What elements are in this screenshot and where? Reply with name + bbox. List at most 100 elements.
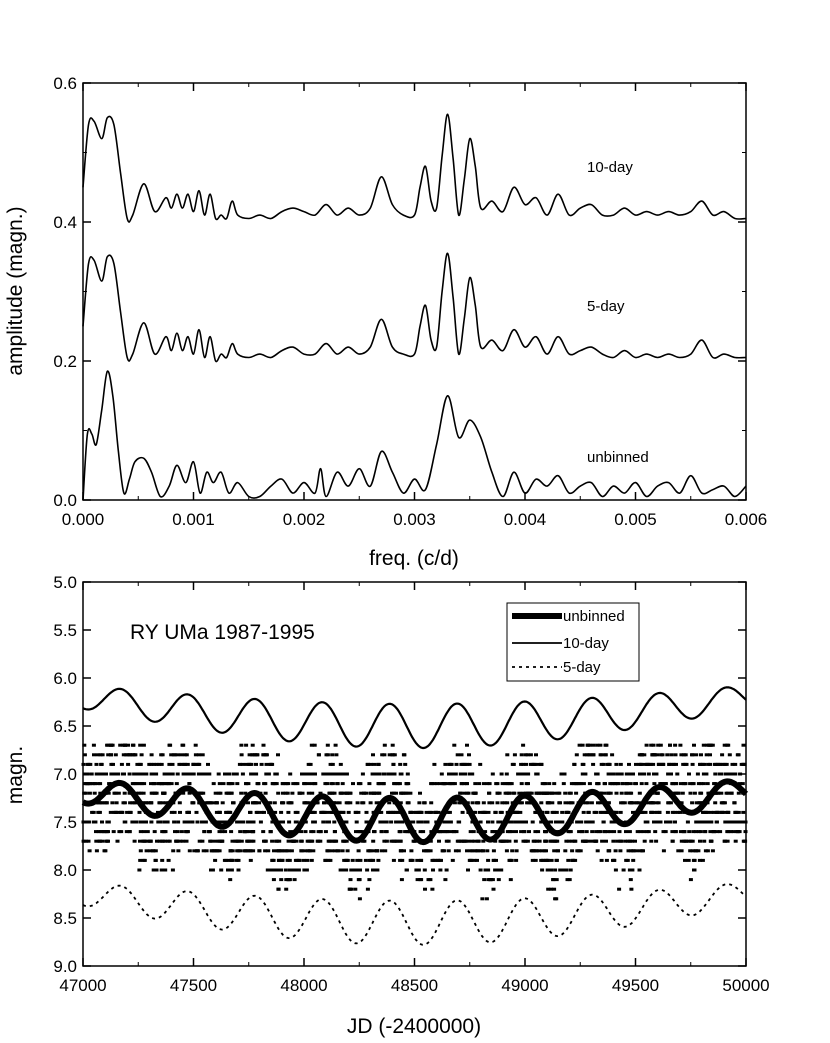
scatter-dot [89, 772, 94, 776]
scatter-dot [640, 810, 644, 814]
scatter-dot [328, 791, 332, 795]
scatter-dot [246, 820, 251, 824]
scatter-dot [166, 839, 170, 843]
scatter-dot [433, 810, 438, 814]
scatter-dot [628, 849, 633, 853]
scatter-dot [255, 753, 259, 757]
scatter-dot [439, 858, 443, 862]
scatter-dot [209, 849, 214, 853]
scatter-dot [393, 810, 398, 814]
scatter-dot [160, 858, 165, 862]
scatter-dot [92, 753, 96, 757]
scatter-dot [591, 743, 596, 747]
scatter-dot [518, 810, 523, 814]
scatter-dot [580, 762, 585, 766]
scatter-dot [305, 839, 310, 843]
scatter-dot [363, 858, 368, 862]
scatter-dot [338, 762, 343, 766]
scatter-dot [285, 858, 290, 862]
scatter-dot [312, 743, 317, 747]
scatter-dot [675, 810, 680, 814]
scatter-dot [595, 772, 600, 776]
scatter-dot [595, 849, 600, 853]
scatter-dot [355, 858, 360, 862]
scatter-dot [491, 887, 496, 891]
scatter-dot [387, 753, 392, 757]
scatter-dot [577, 820, 582, 824]
scatter-dot [91, 810, 96, 814]
scatter-dot [554, 878, 559, 882]
scatter-dot [741, 810, 746, 814]
scatter-dot [149, 820, 154, 824]
scatter-dot [306, 849, 310, 853]
scatter-dot [599, 762, 604, 766]
scatter-dot [676, 849, 681, 853]
scatter-dot [683, 753, 688, 757]
scatter-dot [619, 772, 624, 776]
scatter-dot [507, 858, 512, 862]
scatter-dot [158, 820, 163, 824]
scatter-dot [510, 762, 515, 766]
scatter-dot [544, 830, 549, 834]
scatter-dot [652, 810, 657, 814]
scatter-dot [490, 772, 495, 776]
scatter-dot [389, 820, 394, 824]
scatter-dot [564, 810, 569, 814]
bottom-ylabel: magn. [4, 746, 27, 804]
scatter-dot [302, 849, 307, 853]
scatter-dot [313, 782, 318, 786]
scatter-dot [193, 753, 198, 757]
scatter-dot [302, 772, 307, 776]
scatter-dot [603, 743, 608, 747]
top-ytick-label-2: 0.4 [53, 213, 77, 232]
scatter-dot [478, 820, 483, 824]
scatter-dot [261, 830, 266, 834]
scatter-dot [715, 810, 720, 814]
scatter-dot [563, 801, 568, 805]
scatter-dot [705, 849, 710, 853]
scatter-dot [553, 868, 558, 872]
scatter-dot [280, 849, 285, 853]
scatter-dot [201, 791, 206, 795]
scatter-dot [468, 830, 473, 834]
scatter-dot [409, 849, 414, 853]
scatter-dot [160, 830, 165, 834]
bottom-xtick-label-6: 50000 [722, 976, 769, 995]
scatter-dot [144, 849, 149, 853]
scatter-dot [263, 849, 268, 853]
scatter-dot [228, 782, 233, 786]
top-curve-10-day [82, 113, 747, 223]
scatter-dot [360, 772, 365, 776]
scatter-dot [270, 839, 275, 843]
scatter-dot [295, 782, 300, 786]
scatter-dot [401, 791, 406, 795]
scatter-dot [684, 762, 689, 766]
scatter-dot [452, 782, 457, 786]
scatter-dot [250, 830, 255, 834]
scatter-dot [338, 868, 343, 872]
scatter-dot [404, 868, 409, 872]
scatter-dot [545, 801, 550, 805]
scatter-dot [670, 762, 675, 766]
scatter-dot [252, 801, 257, 805]
scatter-dot [169, 782, 174, 786]
scatter-dot [253, 772, 258, 776]
scatter-dot [399, 849, 404, 853]
scatter-dot [204, 801, 209, 805]
scatter-dot [690, 839, 695, 843]
scatter-dot [521, 743, 526, 747]
bottom-curve-10-day [82, 686, 747, 750]
scatter-dot [419, 858, 423, 862]
scatter-dot [692, 858, 697, 862]
bottom-curves [81, 686, 749, 946]
scatter-dot [618, 762, 623, 766]
scatter-dot [649, 839, 654, 843]
scatter-dot [210, 801, 215, 805]
scatter-dot [372, 762, 377, 766]
scatter-dot [664, 820, 668, 824]
bottom-ytick-label-8: 9.0 [53, 957, 77, 976]
scatter-dot [376, 762, 381, 766]
scatter-dot [106, 830, 110, 834]
scatter-dot [286, 849, 291, 853]
